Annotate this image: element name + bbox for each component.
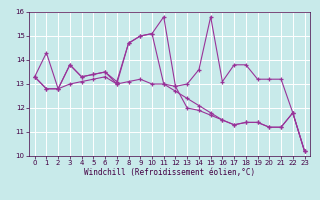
X-axis label: Windchill (Refroidissement éolien,°C): Windchill (Refroidissement éolien,°C) [84,168,255,177]
